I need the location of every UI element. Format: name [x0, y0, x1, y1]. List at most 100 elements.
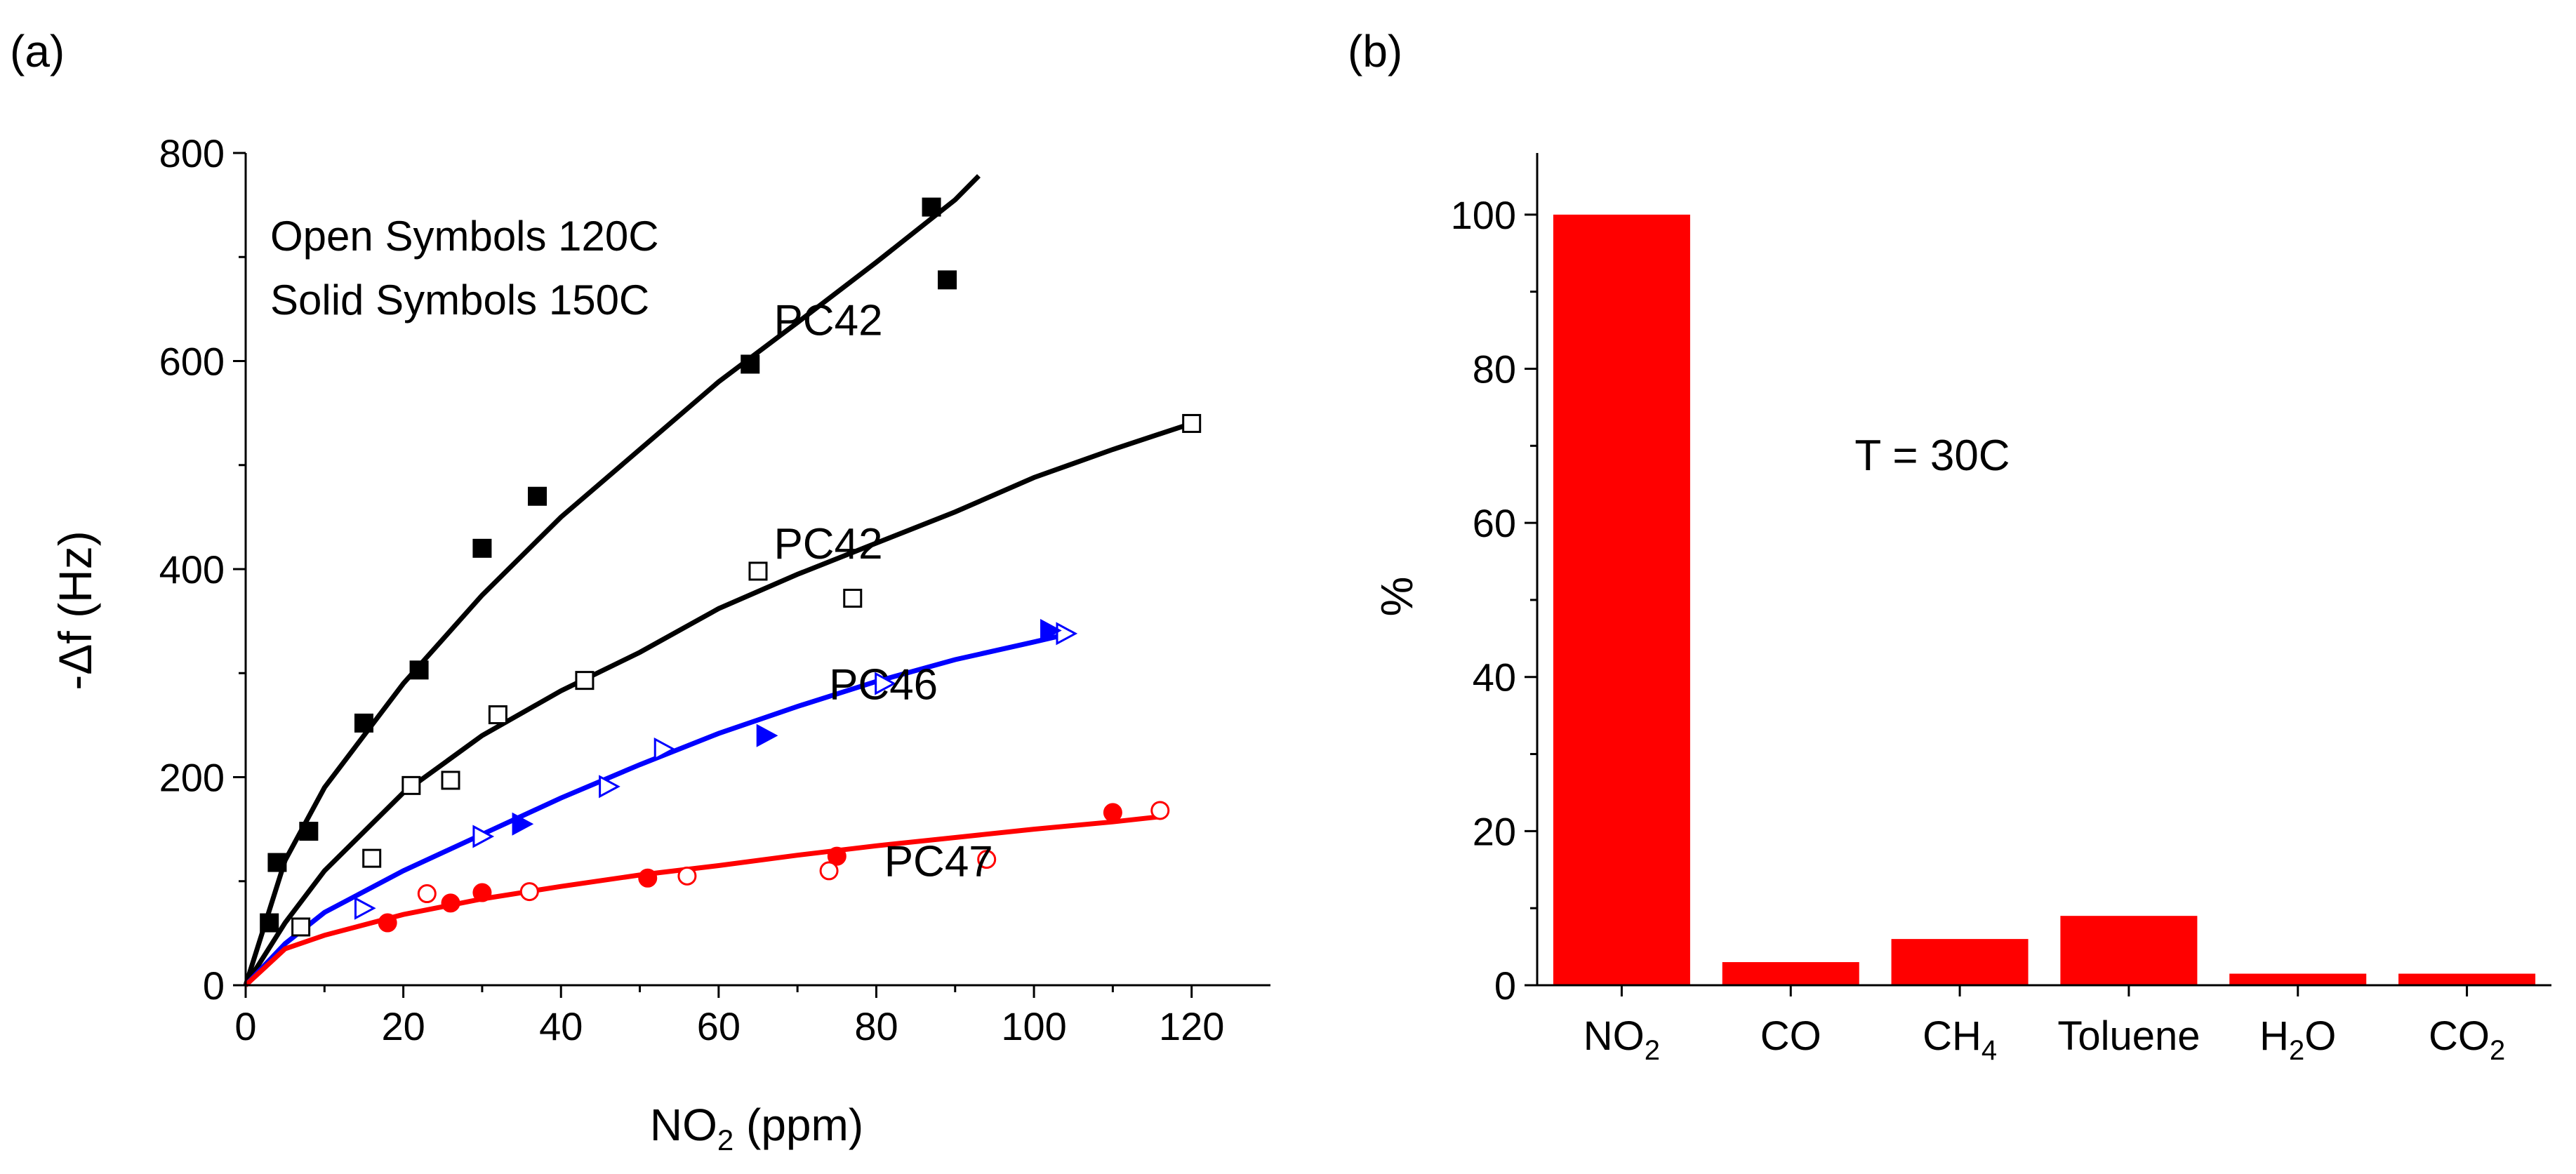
triangle-marker — [472, 825, 495, 848]
square-marker — [741, 354, 760, 374]
x-label-main: NO — [650, 1100, 717, 1150]
y-tick-label-a: 600 — [159, 340, 225, 384]
bar — [2229, 973, 2367, 985]
y-tick-label-a: 800 — [159, 131, 225, 175]
series-label: PC47 — [884, 837, 993, 886]
category-label: CO — [1760, 1013, 1821, 1059]
bar — [1722, 962, 1859, 985]
annotation-temperature: T = 30C — [1854, 432, 2010, 480]
y-tick-label-a: 400 — [159, 547, 225, 592]
y-tick-label-b: 40 — [1473, 655, 1516, 700]
series-label: PC42 — [774, 296, 882, 345]
bar — [1891, 939, 2029, 985]
category-labels: NO2 CO CH4 Toluene H2O CO2 — [1584, 1013, 2505, 1066]
x-label-sub: 2 — [717, 1123, 733, 1156]
triangle-marker — [653, 737, 676, 761]
axes-b — [1525, 153, 2551, 996]
square-marker — [362, 848, 382, 868]
square-marker — [401, 775, 421, 795]
circle-marker — [1150, 801, 1170, 820]
y-tick-label-a: 0 — [203, 963, 225, 1008]
panel-a-label: (a) — [10, 26, 65, 76]
triangle-marker — [756, 723, 778, 747]
circle-marker — [441, 893, 460, 913]
y-axis-label-a: -Δf (Hz) — [49, 531, 101, 690]
square-marker — [488, 705, 507, 725]
data-points — [260, 197, 1202, 937]
square-marker — [1182, 413, 1202, 433]
legend-line-1: Open Symbols 120C — [270, 213, 659, 260]
square-marker — [299, 822, 319, 841]
circle-marker — [378, 913, 397, 933]
circle-marker — [1103, 803, 1122, 822]
legend-line-2: Solid Symbols 150C — [270, 276, 649, 323]
x-tick-label-a: 80 — [854, 1004, 898, 1048]
x-axis-label-a: NO2 (ppm) — [650, 1100, 863, 1156]
circle-marker — [519, 882, 539, 902]
bars — [1553, 214, 2536, 986]
y-tick-label-b: 60 — [1473, 501, 1516, 545]
bar — [2060, 916, 2198, 985]
y-tick-label-b: 20 — [1473, 809, 1516, 853]
y-tick-label-b: 100 — [1451, 193, 1516, 237]
square-marker — [260, 913, 279, 933]
square-marker — [354, 713, 373, 733]
scatter-chart-a: 0 20 40 60 80 100 120 0 200 400 600 800 Open Symbol… — [49, 131, 1270, 1156]
x-tick-label-a: 60 — [697, 1004, 741, 1048]
series-annotations: PC42 PC42 PC46 PC47 — [774, 296, 992, 886]
fit-line — [244, 814, 1161, 987]
y-tick-label-b: 0 — [1494, 963, 1516, 1008]
square-marker — [575, 671, 595, 691]
circle-marker — [677, 866, 697, 886]
x-tick-label-a: 0 — [234, 1004, 256, 1048]
category-label: NO2 — [1584, 1013, 1660, 1066]
triangle-marker — [512, 812, 534, 836]
circle-marker — [472, 883, 492, 902]
category-label: Toluene — [2057, 1013, 2200, 1059]
y-tick-label-a: 200 — [159, 756, 225, 800]
category-label: CO2 — [2429, 1013, 2505, 1066]
square-marker — [409, 660, 429, 680]
x-tick-label-a: 40 — [539, 1004, 583, 1048]
fit-curves — [243, 174, 1193, 987]
x-tick-label-a: 120 — [1159, 1004, 1224, 1048]
square-marker — [472, 538, 492, 558]
square-marker — [267, 853, 287, 872]
x-label-tail: (ppm) — [733, 1100, 863, 1150]
axes-a — [233, 152, 1270, 998]
square-marker — [748, 561, 768, 581]
bar-chart-b: 0 20 40 60 80 100 NO2 CO CH4 Toluene H2O CO2 T = 3… — [1372, 153, 2551, 1066]
square-marker — [922, 197, 941, 217]
circle-marker — [638, 868, 658, 888]
square-marker — [938, 270, 957, 290]
tick-labels-a: 0 20 40 60 80 100 120 0 200 400 600 800 — [159, 131, 1225, 1048]
series-label: PC46 — [829, 660, 938, 709]
square-marker — [528, 486, 547, 506]
y-tick-label-b: 80 — [1473, 347, 1516, 391]
tick-labels-b: 0 20 40 60 80 100 — [1451, 193, 1516, 1008]
triangle-marker — [1056, 622, 1078, 646]
series-label: PC42 — [774, 520, 882, 568]
fit-line — [244, 421, 1193, 987]
fit-line — [244, 632, 1066, 987]
panel-b-label: (b) — [1348, 26, 1402, 76]
circle-marker — [977, 850, 997, 869]
circle-marker — [827, 846, 847, 866]
y-axis-label-b: % — [1372, 577, 1422, 617]
triangle-marker — [875, 672, 896, 695]
circle-marker — [819, 861, 839, 881]
x-tick-label-a: 20 — [381, 1004, 425, 1048]
category-label: CH4 — [1923, 1013, 1997, 1066]
square-marker — [291, 917, 311, 937]
triangle-marker — [599, 775, 620, 799]
bar — [2398, 973, 2536, 985]
triangle-marker — [354, 896, 376, 920]
square-marker — [441, 771, 460, 790]
square-marker — [843, 589, 863, 608]
x-tick-label-a: 100 — [1001, 1004, 1066, 1048]
circle-marker — [417, 884, 437, 904]
fit-line — [243, 174, 981, 987]
bar — [1553, 214, 1690, 986]
category-label: H2O — [2259, 1013, 2336, 1066]
